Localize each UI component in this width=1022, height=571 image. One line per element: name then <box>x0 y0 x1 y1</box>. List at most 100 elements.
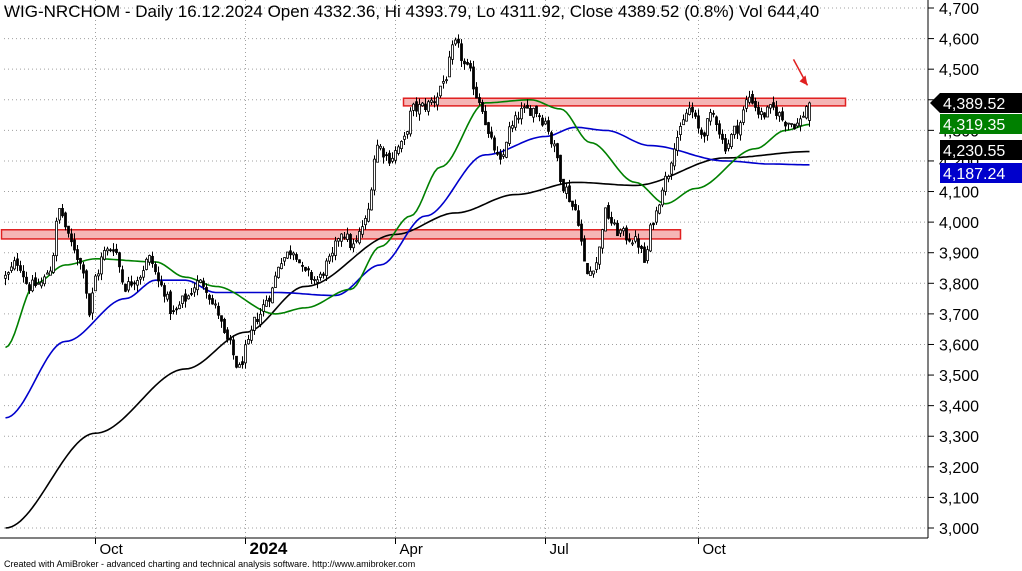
price-bar-body <box>223 318 226 333</box>
price-bar-body <box>475 86 478 99</box>
price-bar-body <box>94 275 97 292</box>
price-bar-body <box>361 226 364 235</box>
price-bar-body <box>436 96 439 106</box>
x-tick-label: 2024 <box>250 539 288 558</box>
price-bar-body <box>469 63 472 69</box>
price-bar-body <box>43 276 46 285</box>
price-bar-body <box>388 152 391 164</box>
price-bar-body <box>301 264 304 267</box>
price-bar-body <box>178 304 181 310</box>
price-bar-body <box>493 137 496 151</box>
price-bar-body <box>385 154 388 157</box>
price-bar-body <box>226 329 229 340</box>
price-bar-body <box>316 279 319 283</box>
price-bar-body <box>91 292 94 314</box>
price-bar-body <box>334 240 337 256</box>
price-bar-body <box>691 106 694 113</box>
moving-average-line-3 <box>5 99 810 349</box>
price-bar-body <box>310 272 313 281</box>
price-bar-body <box>763 112 766 118</box>
price-bar-body <box>184 293 187 302</box>
price-bar-body <box>499 152 502 160</box>
price-bar-body <box>244 344 247 364</box>
price-bar-body <box>34 277 37 287</box>
price-bar-body <box>664 175 667 192</box>
price-bar-body <box>676 137 679 152</box>
price-bar-body <box>724 138 727 152</box>
price-bar-body <box>115 248 118 253</box>
price-bar-body <box>778 112 781 117</box>
y-tick-label: 3,600 <box>939 337 979 354</box>
y-tick-label: 3,500 <box>939 368 979 385</box>
price-bar-body <box>595 262 598 270</box>
price-bar-body <box>364 218 367 226</box>
price-bar-body <box>496 152 499 155</box>
price-bar-body <box>49 270 52 276</box>
price-bar-body <box>256 318 259 322</box>
price-bar-body <box>442 81 445 84</box>
price-bar-body <box>631 242 634 245</box>
y-tick-label: 3,000 <box>939 521 979 538</box>
price-bar-body <box>769 104 772 109</box>
price-bar-body <box>163 285 166 297</box>
price-bar-body <box>712 112 715 115</box>
price-bar-body <box>358 231 361 244</box>
value-label: 4,187.24 <box>940 163 1022 183</box>
price-bar-body <box>757 106 760 115</box>
y-tick-label: 3,700 <box>939 307 979 324</box>
price-bar-body <box>601 229 604 249</box>
price-bar-body <box>253 316 256 331</box>
price-bar-body <box>565 186 568 194</box>
price-bar-body <box>706 118 709 136</box>
price-bar-body <box>661 189 664 206</box>
price-bar-body <box>646 249 649 262</box>
price-bar-body <box>418 104 421 115</box>
price-bar-body <box>796 122 799 127</box>
price-bar-body <box>73 239 76 251</box>
price-bar-body <box>520 107 523 120</box>
price-bar-body <box>688 107 691 115</box>
price-bar-body <box>31 279 34 292</box>
price-bar-body <box>613 222 616 225</box>
price-bar-body <box>424 103 427 110</box>
price-bar-body <box>532 107 535 118</box>
price-bar-body <box>685 112 688 122</box>
price-bar-body <box>406 131 409 135</box>
price-bar-body <box>211 298 214 305</box>
price-bar-body <box>490 131 493 138</box>
price-bar-body <box>142 270 145 278</box>
price-bar-body <box>793 123 796 130</box>
price-bar-body <box>511 125 514 129</box>
price-bar-body <box>247 339 250 345</box>
price-bar-body <box>568 185 571 203</box>
price-bar-body <box>40 281 43 287</box>
price-bar-body <box>607 205 610 219</box>
price-bar-body <box>721 133 724 140</box>
price-bar-body <box>439 85 442 97</box>
price-bar-body <box>220 315 223 322</box>
price-bar-body <box>373 158 376 191</box>
price-bar-body <box>412 103 415 111</box>
price-bar-body <box>463 60 466 65</box>
price-bar-body <box>355 239 358 242</box>
price-bar-body <box>409 110 412 135</box>
price-bar-body <box>526 104 529 109</box>
price-bar-body <box>346 233 349 240</box>
price-bar-body <box>343 236 346 239</box>
price-bar-body <box>238 364 241 368</box>
price-bar-body <box>448 56 451 78</box>
price-bar-body <box>10 266 13 271</box>
price-bar-body <box>121 269 124 283</box>
price-bar-body <box>97 273 100 277</box>
price-bar-body <box>277 266 280 278</box>
price-bar-body <box>19 265 22 271</box>
price-bar-body <box>61 208 64 217</box>
price-bar-body <box>604 207 607 232</box>
price-bar-body <box>637 238 640 248</box>
price-bar-body <box>505 141 508 158</box>
price-bar-body <box>67 225 70 234</box>
price-bar-body <box>400 141 403 149</box>
price-bar-body <box>28 284 31 291</box>
y-tick-label: 4,700 <box>939 1 979 18</box>
price-bar-body <box>643 246 646 263</box>
